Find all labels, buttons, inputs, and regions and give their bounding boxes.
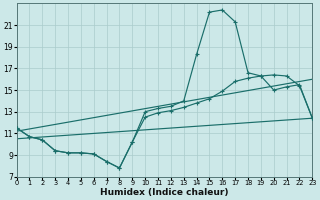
X-axis label: Humidex (Indice chaleur): Humidex (Indice chaleur) (100, 188, 229, 197)
